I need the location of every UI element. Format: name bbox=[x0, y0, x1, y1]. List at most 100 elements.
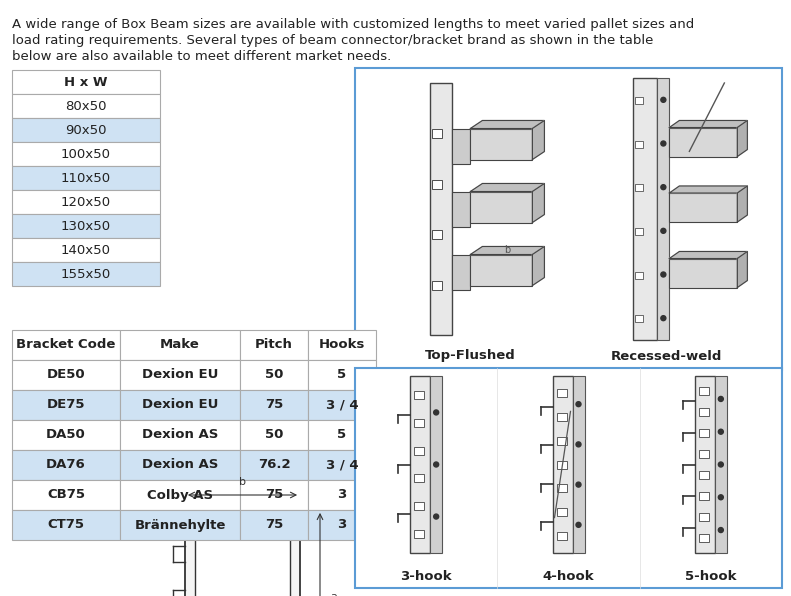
Text: Brännehylte: Brännehylte bbox=[134, 519, 225, 532]
Bar bbox=[452, 129, 471, 163]
Bar bbox=[698, 471, 709, 479]
Bar bbox=[433, 180, 442, 189]
Text: CT75: CT75 bbox=[47, 519, 85, 532]
Bar bbox=[694, 376, 715, 553]
Circle shape bbox=[718, 495, 723, 500]
Bar bbox=[414, 530, 424, 538]
Polygon shape bbox=[737, 186, 747, 222]
Bar bbox=[12, 118, 160, 142]
Bar bbox=[433, 230, 442, 239]
Text: below are also available to meet different market needs.: below are also available to meet differe… bbox=[12, 50, 392, 63]
Bar bbox=[433, 281, 442, 290]
Bar bbox=[120, 420, 240, 450]
Bar bbox=[12, 390, 120, 420]
Bar bbox=[12, 480, 120, 510]
Bar bbox=[240, 420, 308, 450]
Bar bbox=[308, 480, 376, 510]
Circle shape bbox=[718, 396, 723, 402]
Bar bbox=[557, 437, 566, 445]
Text: Colby AS: Colby AS bbox=[147, 489, 213, 501]
Text: 3-hook: 3-hook bbox=[400, 570, 452, 582]
Bar bbox=[635, 97, 643, 104]
Bar bbox=[573, 376, 585, 553]
Bar bbox=[430, 376, 442, 553]
Bar bbox=[414, 474, 424, 482]
Text: Dexion AS: Dexion AS bbox=[142, 429, 218, 442]
Bar bbox=[471, 129, 532, 160]
Bar bbox=[308, 420, 376, 450]
Text: Dexion EU: Dexion EU bbox=[142, 399, 218, 411]
Polygon shape bbox=[737, 120, 747, 157]
Bar bbox=[12, 330, 120, 360]
Bar bbox=[12, 214, 160, 238]
Text: Dexion AS: Dexion AS bbox=[142, 458, 218, 471]
Text: b: b bbox=[505, 245, 510, 255]
Bar bbox=[430, 83, 452, 335]
Polygon shape bbox=[532, 120, 544, 160]
Bar bbox=[240, 480, 308, 510]
Text: 155x50: 155x50 bbox=[61, 268, 111, 281]
Bar bbox=[669, 193, 737, 222]
Bar bbox=[12, 70, 160, 94]
Text: Hooks: Hooks bbox=[319, 339, 365, 352]
Bar bbox=[355, 368, 782, 588]
Bar bbox=[657, 78, 669, 340]
Bar bbox=[557, 532, 566, 540]
Bar bbox=[635, 315, 643, 322]
Polygon shape bbox=[532, 184, 544, 222]
Bar bbox=[557, 412, 566, 421]
Bar bbox=[414, 502, 424, 510]
Text: 75: 75 bbox=[265, 519, 283, 532]
Circle shape bbox=[718, 462, 723, 467]
Bar bbox=[634, 78, 657, 340]
Bar bbox=[557, 389, 566, 397]
Text: 50: 50 bbox=[265, 368, 283, 381]
Circle shape bbox=[576, 442, 581, 447]
Text: 3: 3 bbox=[338, 519, 346, 532]
Text: 90x50: 90x50 bbox=[65, 123, 107, 136]
Bar bbox=[12, 94, 160, 118]
Polygon shape bbox=[471, 247, 544, 254]
Bar bbox=[12, 450, 120, 480]
Text: DE50: DE50 bbox=[47, 368, 85, 381]
Polygon shape bbox=[669, 120, 747, 128]
Text: load rating requirements. Several types of beam connector/bracket brand as shown: load rating requirements. Several types … bbox=[12, 34, 653, 47]
Bar bbox=[12, 190, 160, 214]
Bar bbox=[12, 360, 120, 390]
Circle shape bbox=[718, 429, 723, 434]
Text: Recessed-weld: Recessed-weld bbox=[611, 349, 722, 362]
Bar bbox=[471, 254, 532, 285]
Bar bbox=[12, 238, 160, 262]
Text: Pitch: Pitch bbox=[255, 339, 293, 352]
Bar bbox=[698, 450, 709, 458]
Circle shape bbox=[576, 482, 581, 487]
Text: 140x50: 140x50 bbox=[61, 244, 111, 256]
Text: DA50: DA50 bbox=[46, 429, 86, 442]
Text: 75: 75 bbox=[265, 489, 283, 501]
Text: 130x50: 130x50 bbox=[61, 219, 111, 232]
Bar bbox=[433, 129, 442, 138]
Polygon shape bbox=[669, 252, 747, 259]
Bar bbox=[120, 330, 240, 360]
Bar bbox=[120, 360, 240, 390]
Bar bbox=[240, 360, 308, 390]
Text: 3 / 4: 3 / 4 bbox=[326, 399, 358, 411]
Bar bbox=[308, 510, 376, 540]
Circle shape bbox=[433, 462, 439, 467]
Text: Top-Flushed: Top-Flushed bbox=[425, 349, 516, 362]
Circle shape bbox=[660, 272, 666, 277]
Bar bbox=[452, 254, 471, 290]
Text: 50: 50 bbox=[265, 429, 283, 442]
Bar bbox=[414, 446, 424, 455]
Circle shape bbox=[660, 228, 666, 233]
Circle shape bbox=[718, 527, 723, 533]
Bar bbox=[698, 408, 709, 416]
Polygon shape bbox=[532, 247, 544, 285]
Circle shape bbox=[660, 316, 666, 321]
Bar bbox=[240, 510, 308, 540]
Bar bbox=[240, 390, 308, 420]
Bar bbox=[635, 141, 643, 147]
Text: Make: Make bbox=[160, 339, 200, 352]
Bar bbox=[669, 128, 737, 157]
Circle shape bbox=[660, 141, 666, 146]
